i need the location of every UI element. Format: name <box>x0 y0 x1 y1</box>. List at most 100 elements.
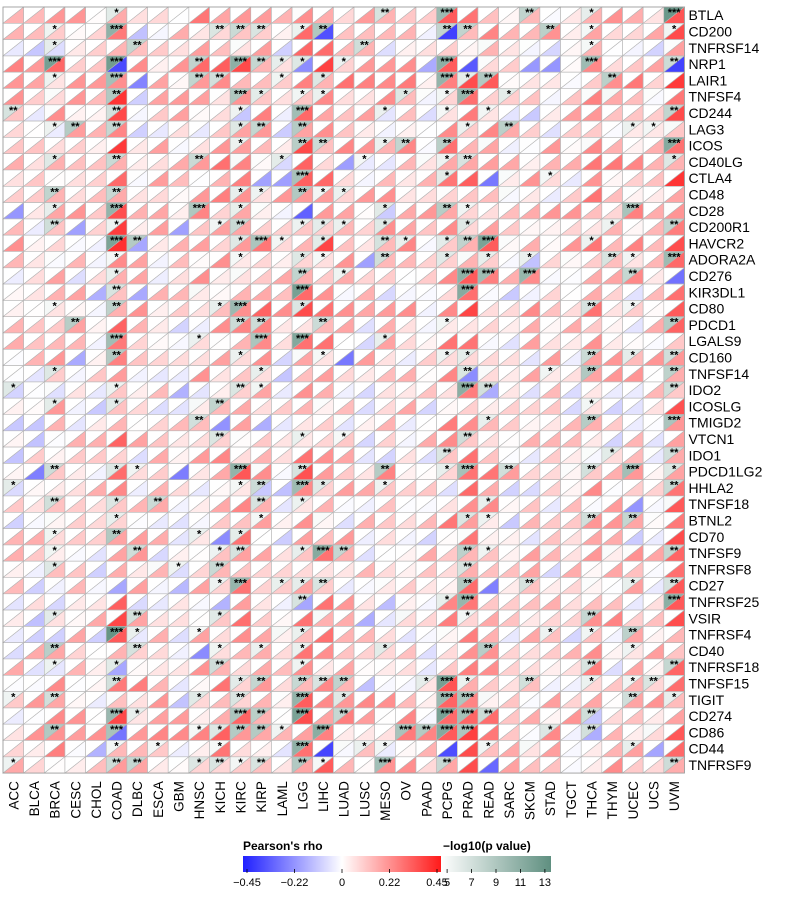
significance-mark: * <box>445 349 450 361</box>
significance-mark: ** <box>319 23 328 35</box>
heatmap-cells: * ** *** ** * **** *** ** ** ** * ** ** ** ** * ** ** ** **… <box>2 6 686 774</box>
significance-mark: * <box>114 268 119 280</box>
significance-mark: *** <box>482 235 496 247</box>
significance-mark: *** <box>461 692 475 704</box>
significance-mark: ** <box>484 382 493 394</box>
row-label: CD200 <box>688 23 732 39</box>
significance-mark: * <box>589 398 594 410</box>
column-label: PRAD <box>461 781 476 819</box>
significance-mark: ** <box>670 56 679 68</box>
row-label: TIGIT <box>688 692 724 708</box>
significance-mark: * <box>218 724 223 736</box>
significance-mark: ** <box>257 708 266 720</box>
significance-mark: * <box>280 235 285 247</box>
significance-mark: ** <box>112 89 121 101</box>
significance-mark: * <box>259 512 264 524</box>
row-label: TNFSF9 <box>688 545 741 561</box>
legend-p: −log10(p value) 5 7 9 11 13 <box>441 839 551 889</box>
significance-mark: * <box>631 252 636 264</box>
significance-mark: * <box>445 463 450 475</box>
significance-mark: ** <box>216 659 225 671</box>
significance-mark: * <box>52 121 57 133</box>
significance-mark: ** <box>195 56 204 68</box>
significance-mark: * <box>238 137 243 149</box>
significance-mark: ** <box>360 40 369 52</box>
significance-mark: ** <box>133 545 142 557</box>
column-label: KIRC <box>233 781 248 814</box>
significance-mark: ** <box>381 7 390 19</box>
significance-mark: * <box>197 692 202 704</box>
significance-mark: * <box>238 529 243 541</box>
significance-mark: ** <box>112 105 121 117</box>
significance-mark: *** <box>441 56 455 68</box>
column-label: BRCA <box>48 781 63 819</box>
significance-mark: * <box>300 626 305 638</box>
significance-mark: ** <box>463 154 472 166</box>
significance-mark: ** <box>112 121 121 133</box>
significance-mark: * <box>486 545 491 557</box>
significance-mark: ** <box>339 675 348 687</box>
significance-mark: ** <box>484 643 493 655</box>
significance-mark: *** <box>48 56 62 68</box>
row-label: CD160 <box>688 349 732 365</box>
row-labels: BTLACD200TNFRSF14NRP1LAIR1TNFSF4CD244LAG… <box>688 7 762 773</box>
significance-mark: ** <box>154 496 163 508</box>
legend-p-tick-label: 13 <box>539 877 551 889</box>
significance-mark: ** <box>298 463 307 475</box>
significance-mark: *** <box>379 757 393 769</box>
significance-mark: ** <box>339 545 348 557</box>
significance-mark: * <box>589 626 594 638</box>
significance-mark: ** <box>257 121 266 133</box>
significance-mark: *** <box>110 724 124 736</box>
significance-mark: *** <box>110 203 124 215</box>
significance-mark: * <box>342 186 347 198</box>
significance-mark: *** <box>461 89 475 101</box>
significance-mark: * <box>176 561 181 573</box>
significance-mark: * <box>445 89 450 101</box>
significance-mark: * <box>445 235 450 247</box>
significance-mark: ** <box>112 154 121 166</box>
significance-mark: * <box>342 56 347 68</box>
row-label: CD28 <box>688 203 724 219</box>
significance-mark: * <box>280 56 285 68</box>
column-label: SKCM <box>523 781 538 820</box>
significance-mark: * <box>52 545 57 557</box>
significance-mark: ** <box>670 480 679 492</box>
significance-mark: * <box>465 610 470 622</box>
significance-mark: * <box>465 675 470 687</box>
legend-p-tick-label: 5 <box>444 877 450 889</box>
row-label: CD244 <box>688 105 732 121</box>
significance-mark: * <box>11 480 16 492</box>
significance-mark: ** <box>505 463 514 475</box>
significance-mark: * <box>321 235 326 247</box>
significance-mark: * <box>383 105 388 117</box>
significance-mark: * <box>197 724 202 736</box>
significance-mark: * <box>383 741 388 753</box>
significance-mark: *** <box>461 382 475 394</box>
significance-mark: ** <box>298 757 307 769</box>
significance-mark: * <box>52 72 57 84</box>
significance-mark: * <box>197 757 202 769</box>
significance-mark: * <box>300 545 305 557</box>
significance-mark: * <box>259 382 264 394</box>
significance-mark: ** <box>670 219 679 231</box>
legend-p-colorbar <box>441 856 551 872</box>
row-label: CD48 <box>688 186 724 202</box>
significance-mark: ** <box>608 72 617 84</box>
significance-mark: *** <box>296 692 310 704</box>
significance-mark: * <box>424 675 429 687</box>
legend-rho-tick-label: −0.22 <box>281 877 309 889</box>
significance-mark: *** <box>234 708 248 720</box>
significance-mark: * <box>321 72 326 84</box>
significance-mark: *** <box>461 463 475 475</box>
row-label: TNFRSF14 <box>688 40 759 56</box>
significance-mark: * <box>486 105 491 117</box>
row-label: CD86 <box>688 724 724 740</box>
column-label: LGG <box>295 781 310 810</box>
significance-mark: * <box>383 643 388 655</box>
significance-mark: *** <box>110 56 124 68</box>
significance-mark: ** <box>216 431 225 443</box>
significance-mark: ** <box>236 317 245 329</box>
column-label: TGCT <box>564 781 579 818</box>
